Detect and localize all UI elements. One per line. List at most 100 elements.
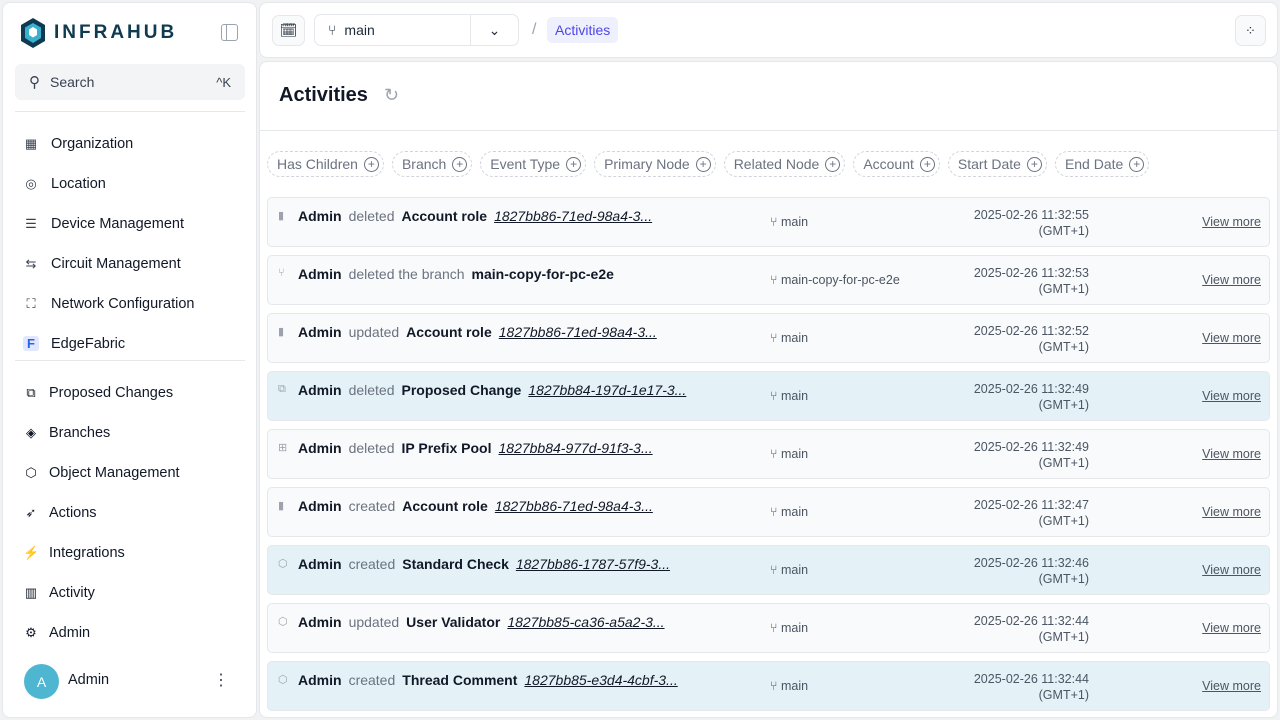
sidebar-item-branches[interactable]: ◈ Branches — [23, 425, 110, 441]
timestamp-date: 2025-02-26 11:32:49 — [973, 382, 1089, 396]
branch-label: ⑂ main — [770, 679, 808, 693]
branch-label: ⑂ main — [770, 389, 808, 403]
filter-label: Has Children — [277, 156, 358, 172]
node-id-link[interactable]: 1827bb86-71ed-98a4-3... — [498, 324, 657, 340]
actor: Admin — [298, 672, 342, 688]
filter-event-type[interactable]: Event Type + — [480, 151, 587, 177]
plus-circle-icon[interactable]: + — [1026, 156, 1042, 172]
sidebar-item-edgefabric[interactable]: F EdgeFabric — [23, 336, 125, 351]
sidebar-item-label: Actions — [49, 505, 97, 521]
time-travel-button[interactable]: 🗓 — [272, 15, 305, 46]
sidebar-item-integrations[interactable]: ⚡ Integrations — [23, 545, 125, 561]
activity-row: ⑂ Admin deleted the branch main-copy-for-p… — [267, 255, 1270, 305]
sidebar-item-activity[interactable]: ▥ Activity — [23, 585, 95, 601]
branch-icon: ⑂ — [770, 621, 781, 635]
view-more-link[interactable]: View more — [1202, 621, 1261, 635]
timestamp-date: 2025-02-26 11:32:52 — [973, 324, 1089, 338]
search-button[interactable]: ⚲ Search ^K — [15, 64, 245, 100]
node-id-link[interactable]: 1827bb86-71ed-98a4-3... — [494, 498, 653, 514]
view-more-link[interactable]: View more — [1202, 563, 1261, 577]
node-kind-icon: ⑂ — [278, 267, 285, 279]
sidebar-item-proposed-changes[interactable]: ⧉ Proposed Changes — [23, 385, 173, 401]
plus-circle-icon[interactable]: + — [919, 156, 935, 172]
sidebar-item-device-management[interactable]: ☰ Device Management — [23, 216, 184, 232]
activity-row: ⬡ Admin created Standard Check 1827bb86-178… — [267, 545, 1270, 595]
sidebar-item-object-management[interactable]: ⬡ Object Management — [23, 465, 179, 481]
branch-name: main — [780, 505, 809, 519]
sidebar-item-actions[interactable]: ➶ Actions — [23, 505, 97, 521]
timestamp-tz: (GMT+1) — [1038, 688, 1089, 702]
plus-circle-icon[interactable]: + — [825, 156, 841, 172]
actor: Admin — [298, 324, 342, 340]
filter-primary-node[interactable]: Primary Node + — [594, 151, 716, 177]
filter-related-node[interactable]: Related Node + — [723, 151, 846, 177]
activity-row: ▮ Admin created Account role 1827bb86-71ed-… — [267, 487, 1270, 537]
timestamp-tz: (GMT+1) — [1038, 630, 1089, 644]
filter-start-date[interactable]: Start Date + — [947, 151, 1047, 177]
branch-name: main — [344, 22, 375, 38]
sidebar-item-label: EdgeFabric — [51, 336, 126, 351]
sidebar-item-label: Location — [51, 176, 106, 192]
node-id-link[interactable]: 1827bb84-977d-91f3-3... — [498, 440, 653, 456]
sidebar-item-admin[interactable]: ⚙ Admin — [23, 625, 90, 641]
sidebar-item-label: Branches — [49, 425, 111, 441]
branch-selector[interactable]: ⑂ main ⌄ — [314, 14, 519, 46]
view-more-link[interactable]: View more — [1202, 215, 1261, 229]
sidebar-item-network-configuration[interactable]: ⛶ Network Configuration — [23, 296, 194, 312]
node-id-link[interactable]: 1827bb85-ca36-a5a2-3... — [507, 614, 665, 630]
sidebar-item-label: Organization — [51, 136, 134, 152]
timestamp-tz: (GMT+1) — [1038, 224, 1089, 238]
breadcrumb-separator: / — [532, 21, 537, 38]
chart-icon: ▥ — [24, 585, 38, 600]
sidebar-item-organization[interactable]: ▦ Organization — [23, 136, 133, 152]
apps-button[interactable]: ⁘ — [1235, 15, 1266, 46]
filter-end-date[interactable]: End Date + — [1054, 151, 1150, 177]
sidebar-item-label: Device Management — [51, 216, 184, 232]
refresh-icon[interactable]: ↻ — [384, 85, 400, 105]
user-menu-icon[interactable]: ⋮ — [213, 672, 229, 689]
plus-circle-icon[interactable]: + — [1129, 156, 1145, 172]
node-kind-icon: ⬡ — [278, 616, 288, 628]
sidebar-item-circuit-management[interactable]: ⇆ Circuit Management — [23, 256, 181, 272]
node-kind: Account role — [402, 498, 488, 514]
filter-has-children[interactable]: Has Children + — [267, 151, 384, 177]
plus-circle-icon[interactable]: + — [566, 156, 582, 172]
filter-branch[interactable]: Branch + — [391, 151, 473, 177]
node-id-link[interactable]: 1827bb86-71ed-98a4-3... — [494, 208, 653, 224]
activity-row: ⬡ Admin created Thread Comment 1827bb85-e3d… — [267, 661, 1270, 711]
sidebar-item-label: Admin — [49, 625, 91, 641]
timestamp-date: 2025-02-26 11:32:44 — [973, 672, 1089, 686]
collapse-sidebar-icon[interactable] — [221, 24, 238, 41]
node-id-link[interactable]: 1827bb86-1787-57f9-3... — [515, 556, 670, 572]
action: updated — [348, 324, 400, 340]
plus-circle-icon[interactable]: + — [363, 156, 379, 172]
node-id-link[interactable]: 1827bb84-197d-1e17-3... — [528, 382, 687, 398]
node-id-link[interactable]: 1827bb85-e3d4-4cbf-3... — [524, 672, 678, 688]
view-more-link[interactable]: View more — [1202, 389, 1261, 403]
view-more-link[interactable]: View more — [1202, 505, 1261, 519]
avatar[interactable]: A — [24, 664, 59, 699]
logo[interactable]: INFRAHUB — [20, 17, 177, 49]
filter-label: Account — [863, 156, 914, 172]
sidebar-item-label: Proposed Changes — [49, 385, 174, 401]
view-more-link[interactable]: View more — [1202, 331, 1261, 345]
sidebar-item-label: Integrations — [49, 545, 125, 561]
view-more-link[interactable]: View more — [1202, 447, 1261, 461]
view-more-link[interactable]: View more — [1202, 679, 1261, 693]
plus-circle-icon[interactable]: + — [452, 156, 468, 172]
action: deleted the branch — [348, 266, 465, 282]
filter-account[interactable]: Account + — [853, 151, 940, 177]
breadcrumb-activities[interactable]: Activities — [547, 17, 619, 43]
plus-circle-icon[interactable]: + — [695, 156, 711, 172]
node-kind-icon: ⬡ — [278, 558, 288, 570]
brand-name: INFRAHUB — [54, 22, 178, 43]
action: deleted — [348, 382, 395, 398]
view-more-link[interactable]: View more — [1202, 273, 1261, 287]
search-shortcut: ^K — [216, 74, 231, 90]
sidebar-item-label: Network Configuration — [51, 296, 195, 312]
sidebar-item-location[interactable]: ◎ Location — [23, 176, 106, 192]
divider — [260, 130, 1277, 131]
chevron-down-icon[interactable]: ⌄ — [470, 15, 518, 45]
branch-icon: ⑂ — [770, 273, 781, 287]
branch-icon: ⑂ — [770, 215, 781, 229]
